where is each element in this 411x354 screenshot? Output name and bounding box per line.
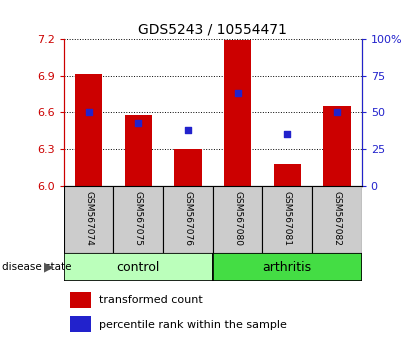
Text: GSM567081: GSM567081 <box>283 191 292 246</box>
Bar <box>312 186 362 253</box>
Point <box>234 91 241 96</box>
Text: GSM567074: GSM567074 <box>84 191 93 246</box>
Point <box>284 132 291 137</box>
Bar <box>69 292 90 308</box>
Bar <box>64 186 113 253</box>
Text: GSM567082: GSM567082 <box>332 191 342 246</box>
Bar <box>113 186 163 253</box>
Bar <box>224 40 251 186</box>
Text: arthritis: arthritis <box>263 261 312 274</box>
Text: GSM567080: GSM567080 <box>233 191 242 246</box>
Bar <box>75 74 102 186</box>
Text: GSM567076: GSM567076 <box>183 191 192 246</box>
Text: control: control <box>116 261 160 274</box>
Text: disease state: disease state <box>2 262 72 272</box>
Bar <box>125 115 152 186</box>
Point <box>185 127 191 133</box>
Bar <box>69 316 90 332</box>
Bar <box>64 253 213 281</box>
Point <box>85 110 92 115</box>
Bar <box>174 149 201 186</box>
Bar <box>262 186 312 253</box>
Text: ▶: ▶ <box>44 261 54 274</box>
Text: percentile rank within the sample: percentile rank within the sample <box>99 320 287 330</box>
Text: GSM567075: GSM567075 <box>134 191 143 246</box>
Title: GDS5243 / 10554471: GDS5243 / 10554471 <box>138 22 287 36</box>
Bar <box>323 106 351 186</box>
Text: transformed count: transformed count <box>99 295 203 305</box>
Bar <box>213 186 262 253</box>
Bar <box>213 253 362 281</box>
Bar <box>163 186 213 253</box>
Point <box>334 110 340 115</box>
Bar <box>274 164 301 186</box>
Point <box>135 120 141 126</box>
